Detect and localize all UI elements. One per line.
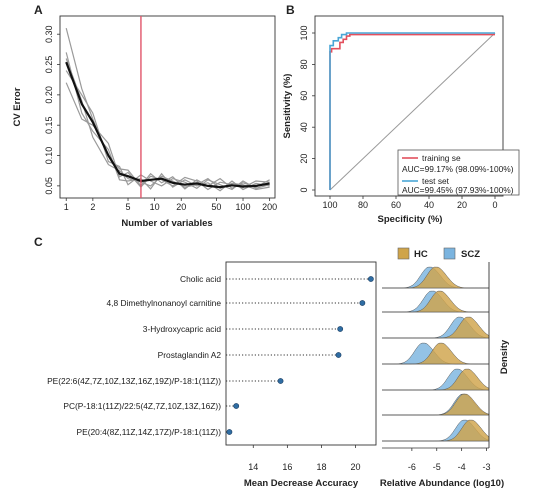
panel-b-xlabel: Specificity (%) [378,214,443,225]
density-hc [382,393,490,416]
feature-label: PC(P-18:1(11Z)/22:5(4Z,7Z,10Z,13Z,16Z)) [63,401,221,411]
density-hc [382,316,490,339]
a-xtick-label: 2 [90,202,95,212]
feature-label: PE(22:6(4Z,7Z,10Z,13Z,16Z,19Z)/P-18:1(11… [47,376,221,386]
a-xtick-label: 50 [211,202,221,212]
importance-point [367,276,374,282]
a-xtick-label: 10 [150,202,160,212]
importance-point [337,326,344,332]
legend-test-auc: AUC=99.45% (97.93%-100%) [402,185,514,195]
b-xtick-label: 40 [424,200,434,210]
density-xtick-label: -4 [458,462,466,472]
feature-label: 4,8 Dimethylnonanoyl carnitine [106,298,221,308]
legend-scz-label: SCZ [461,249,480,260]
panel-a-letter: A [34,3,43,17]
panel-c: C Cholic acid 4,8 Dimethylnonanoyl carnit… [34,235,510,489]
panel-c-xlabel: Mean Decrease Accuracy [244,478,359,489]
a-xtick-label: 200 [262,202,277,212]
cv-fold-line [65,52,270,192]
c-xtick-label: 20 [351,462,361,472]
legend-scz-swatch [443,247,456,260]
panel-b-letter: B [286,3,295,17]
panel-a-ylabel: CV Error [12,87,23,126]
b-xtick-label: 0 [492,200,497,210]
cv-mean-line [65,61,270,189]
a-ytick-label: 0.05 [44,177,54,195]
b-ytick-label: 80 [299,59,309,69]
feature-label: PE(20:4(8Z,11Z,14Z,17Z)/P-18:1(11Z)) [77,427,222,437]
density-hc [382,342,489,365]
density-ylabel: Density [499,339,510,374]
roc-test-curve [329,32,495,190]
cv-fold-line [65,58,270,191]
density-xlabel: Relative Abundance (log10) [380,478,504,489]
feature-label: Prostaglandin A2 [158,350,222,360]
a-ytick-label: 0.20 [44,86,54,104]
a-xtick-label: 100 [236,202,251,212]
legend-hc-label: HC [414,249,428,260]
density-hc [382,419,490,442]
cv-fold-line [65,27,270,190]
panel-b-legend: training se AUC=99.17% (98.09%-100%) tes… [397,149,520,196]
feature-label: 3-Hydroxycapric acid [143,324,222,334]
importance-point [359,300,366,306]
density-hc [382,368,490,391]
panel-a-frame [59,15,276,199]
feature-label: Cholic acid [180,274,221,284]
b-xtick-label: 60 [391,200,401,210]
a-xtick-label: 5 [126,202,131,212]
legend-test-label: test set [422,176,450,186]
importance-point [277,378,284,384]
a-ytick-label: 0.15 [44,116,54,134]
legend-training-label: training se [422,153,461,163]
b-ytick-label: 0 [299,187,309,192]
chance-diagonal [329,32,496,191]
b-ytick-label: 100 [299,25,309,40]
density-hc [382,290,489,313]
importance-point [226,429,233,435]
legend-training-auc: AUC=99.17% (98.09%-100%) [402,164,514,174]
importance-point [233,403,240,409]
density-xtick-label: -5 [433,462,441,472]
b-xtick-label: 20 [457,200,467,210]
b-ytick-label: 60 [299,91,309,101]
c-xtick-label: 14 [248,462,258,472]
panel-a: A 0.05 0.10 0.15 0.20 0.25 0.30 1 2 5 10 20 50 100 2… [12,3,277,229]
b-ytick-label: 40 [299,122,309,132]
b-xtick-label: 80 [358,200,368,210]
density-xtick-label: -6 [408,462,416,472]
panel-b-frame [314,15,504,197]
c-xtick-label: 18 [316,462,326,472]
density-xtick-label: -3 [483,462,491,472]
panel-b: B 0 20 40 60 80 100 100 80 60 40 20 0 training se A… [282,3,520,225]
panel-b-ylabel: Sensitivity (%) [282,74,293,139]
c-xtick-label: 16 [282,462,292,472]
panel-c-dot-frame [225,261,377,446]
density-legend: HC SCZ [397,247,480,260]
legend-hc-swatch [397,247,410,260]
b-xtick-label: 100 [322,200,337,210]
a-ytick-label: 0.10 [44,147,54,165]
a-ytick-label: 0.30 [44,25,54,43]
panel-c-letter: C [34,235,43,249]
b-ytick-label: 20 [299,154,309,164]
importance-point [335,352,342,358]
a-xtick-label: 1 [64,202,69,212]
legend-box [397,149,520,196]
roc-training-curve [329,33,495,190]
a-ytick-label: 0.25 [44,56,54,74]
panel-a-xlabel: Number of variables [121,218,212,229]
a-xtick-label: 20 [176,202,186,212]
density-hc [382,266,489,289]
